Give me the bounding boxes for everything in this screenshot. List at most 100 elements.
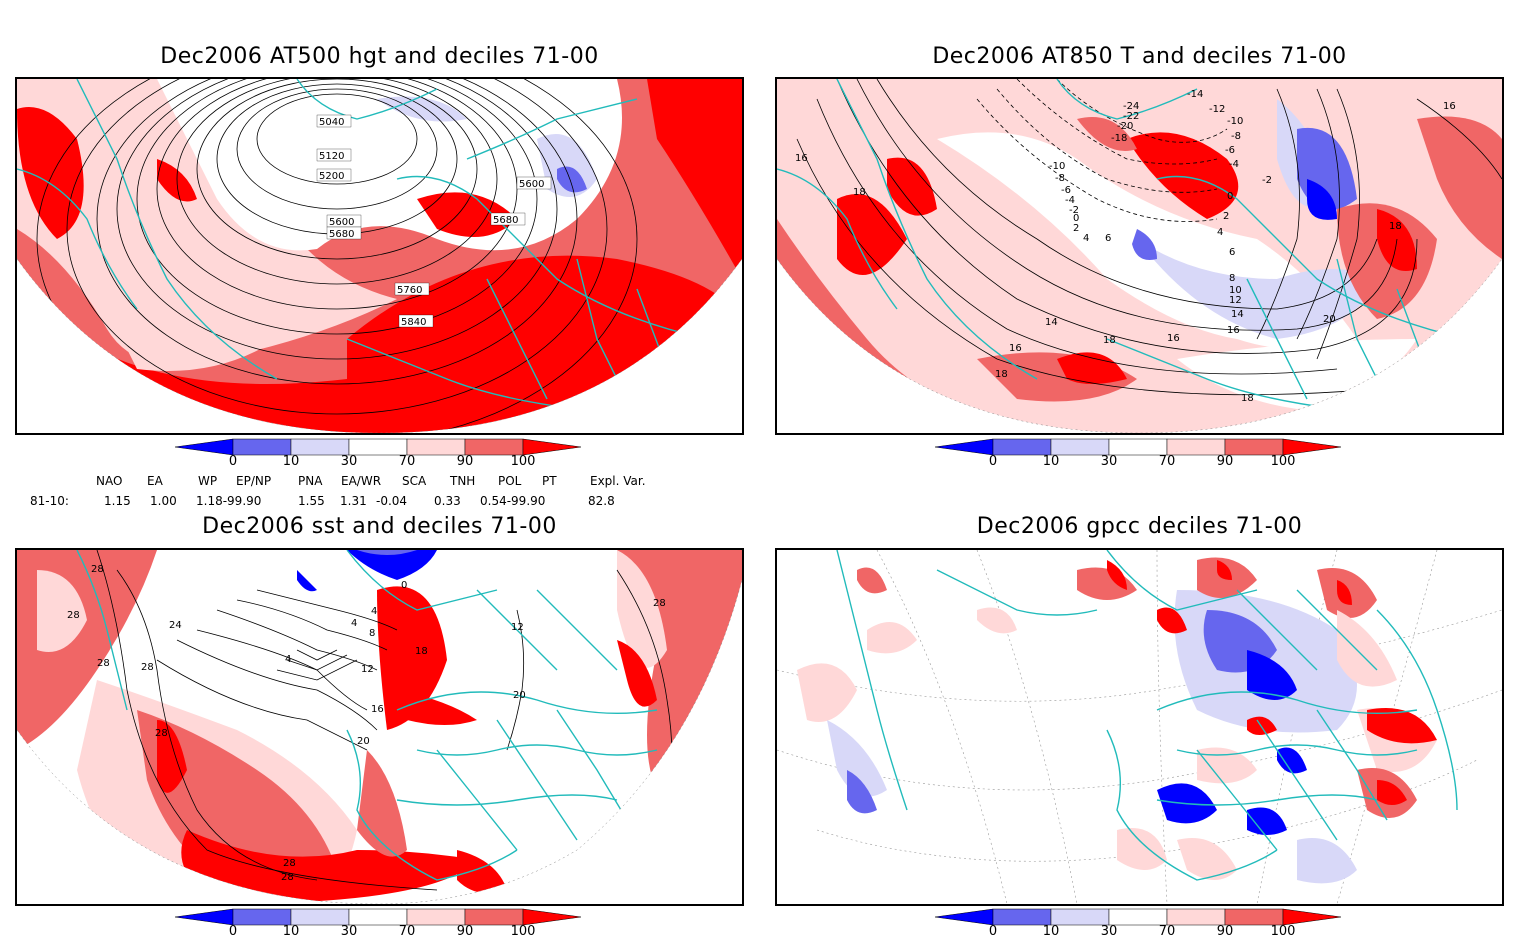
contour-label: 5760 (397, 285, 422, 296)
contour-label: 28 (91, 564, 104, 575)
contour-label: 28 (141, 662, 154, 673)
panel-title-t850: Dec2006 AT850 T and deciles 71-00 (932, 44, 1347, 69)
colorbar-tick-label: 90 (1216, 454, 1234, 469)
contour-label: 6 (1229, 247, 1235, 258)
colorbar-segment (1166, 908, 1226, 926)
contour-label: 5120 (319, 151, 344, 162)
contour-label: 12 (1229, 295, 1242, 306)
colorbar-tick-label: 70 (1158, 454, 1176, 469)
map-sst: 28 28 28 28 24 4 4 4 8 12 16 20 28 28 28… (15, 548, 744, 906)
index-header: WP (198, 474, 218, 488)
index-value: 1.18-99.90 (196, 494, 262, 508)
contour-label: 5680 (329, 229, 354, 240)
colorbar-segment (232, 438, 292, 456)
contour-label: -2 (1069, 205, 1079, 216)
colorbar-high-arrow (1282, 908, 1342, 926)
colorbar-segment (992, 438, 1052, 456)
contour-label: 28 (283, 858, 296, 869)
contour-label: 4 (351, 618, 357, 629)
colorbar-high-arrow (522, 908, 582, 926)
contour-label: 4 (1083, 233, 1089, 244)
contour-label: 5200 (319, 171, 344, 182)
colorbar-tick-label: 30 (340, 454, 358, 469)
contour-label: 2 (1223, 211, 1229, 222)
colorbar-tick-label: 0 (988, 924, 998, 939)
contour-label: -8 (1055, 173, 1065, 184)
index-header: POL (498, 474, 522, 488)
contour-label: 4 (285, 654, 291, 665)
contour-label: 20 (357, 736, 370, 747)
colorbar-sst: 0 10 30 70 90 100 (174, 908, 595, 939)
panel-title-gpcc: Dec2006 gpcc deciles 71-00 (976, 514, 1303, 539)
contour-label: -14 (1187, 89, 1203, 100)
colorbar-t850: 0 10 30 70 90 100 (934, 438, 1355, 469)
contour-label: -6 (1225, 145, 1235, 156)
index-value: 0.33 (434, 494, 461, 508)
colorbar-segment (464, 438, 524, 456)
index-header: TNH (450, 474, 476, 488)
colorbar-tick-label: 70 (398, 454, 416, 469)
colorbar-tick-label: 90 (456, 924, 474, 939)
index-header: PT (542, 474, 557, 488)
colorbar-segment (1050, 438, 1110, 456)
colorbar-tick-label: 100 (1270, 924, 1296, 939)
index-header: EP/NP (236, 474, 272, 488)
index-header: NAO (96, 474, 123, 488)
colorbar-tick-label: 10 (1042, 454, 1060, 469)
colorbar-low-arrow (934, 908, 994, 926)
colorbar-tick-label: 100 (510, 454, 536, 469)
colorbar-tick-label: 90 (1216, 924, 1234, 939)
colorbar-segment (290, 438, 350, 456)
contour-label: 5600 (329, 217, 354, 228)
index-header: SCA (402, 474, 427, 488)
contour-label: 18 (1389, 221, 1402, 232)
index-row-label: 81-10: (30, 494, 69, 508)
colorbar-low-arrow (174, 438, 234, 456)
colorbar-tick-label: 100 (1270, 454, 1296, 469)
contour-label: -24 (1123, 101, 1139, 112)
colorbar-gpcc: 0 10 30 70 90 100 (934, 908, 1355, 939)
contour-label: 0 (1073, 213, 1079, 224)
contour-label: 2 (1073, 223, 1079, 234)
colorbar-segment (290, 908, 350, 926)
colorbar-low-arrow (934, 438, 994, 456)
contour-label: 18 (995, 369, 1008, 380)
contour-label: 28 (67, 610, 80, 621)
colorbar-segment (1166, 438, 1226, 456)
map-hgt: 5040 5120 5200 5600 5680 5600 5680 5760 … (15, 77, 744, 435)
colorbar-hgt: 0 10 30 70 90 100 (174, 438, 595, 469)
contour-label: 28 (281, 872, 294, 883)
contour-label: 24 (169, 620, 182, 631)
contour-label: -8 (1231, 131, 1241, 142)
contour-label: -10 (1049, 161, 1065, 172)
contour-label: 4 (1217, 227, 1223, 238)
colorbar-segment (992, 908, 1052, 926)
contour-label: -22 (1123, 111, 1139, 122)
contour-label: 14 (1231, 309, 1244, 320)
index-header: EA/WR (341, 474, 382, 488)
colorbar-tick-label: 0 (988, 454, 998, 469)
contour-label: -10 (1227, 116, 1243, 127)
contour-label: 18 (415, 646, 428, 657)
contour-label: -4 (1065, 195, 1075, 206)
index-value: -0.04 (376, 494, 408, 508)
contour-label: 4 (371, 606, 377, 617)
index-header: EA (147, 474, 163, 488)
colorbar-segment (1050, 908, 1110, 926)
contour-label: 16 (1443, 101, 1456, 112)
index-value: 1.15 (104, 494, 131, 508)
colorbar-segment (1224, 438, 1284, 456)
contour-label: 18 (853, 187, 866, 198)
index-value: 82.8 (588, 494, 615, 508)
contour-label: 28 (155, 728, 168, 739)
contour-label: 20 (513, 690, 526, 701)
contour-label: 16 (1167, 333, 1180, 344)
colorbar-high-arrow (1282, 438, 1342, 456)
index-value: 1.00 (150, 494, 177, 508)
contour-label: -18 (1111, 133, 1127, 144)
panel-title-hgt: Dec2006 AT500 hgt and deciles 71-00 (160, 44, 599, 69)
contour-label: 5600 (519, 179, 544, 190)
contour-label: 12 (361, 664, 374, 675)
colorbar-tick-label: 90 (456, 454, 474, 469)
colorbar-segment (1108, 438, 1168, 456)
